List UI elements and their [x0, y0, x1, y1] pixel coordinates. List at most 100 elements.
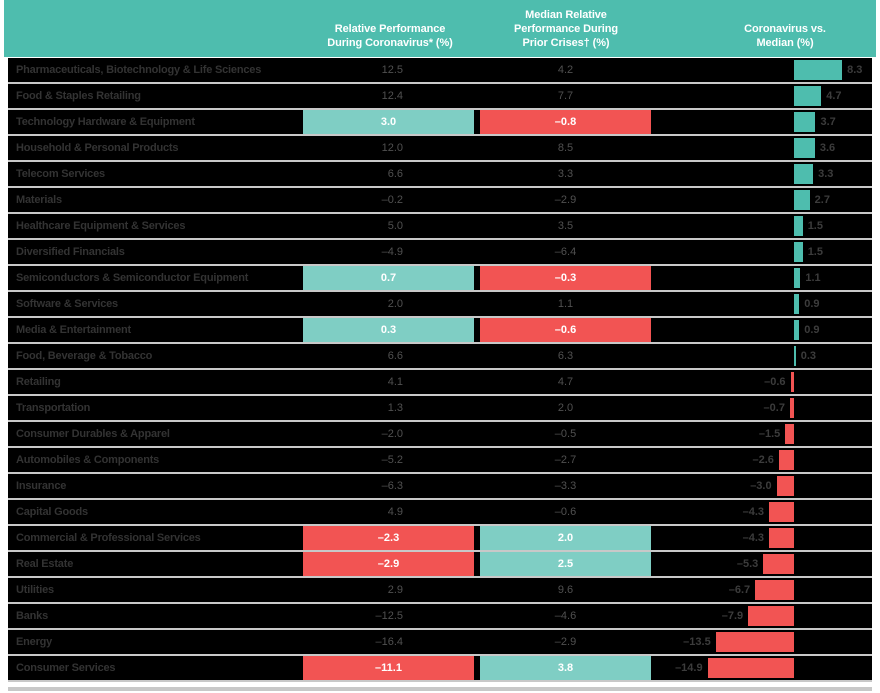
diff-bar — [794, 164, 814, 184]
median-prior-value: –0.6 — [554, 506, 577, 518]
coronavirus-value: –5.2 — [381, 454, 403, 466]
table-row: Automobiles & Components –5.2 –2.7 –2.6 — [8, 448, 872, 474]
sector-label: Retailing — [16, 376, 61, 388]
median-prior-value: 8.5 — [557, 142, 574, 154]
median-prior-value: –2.7 — [554, 454, 577, 466]
table-body: Pharmaceuticals, Biotechnology & Life Sc… — [8, 58, 872, 682]
diff-bar — [715, 632, 794, 652]
diff-value: –5.3 — [736, 558, 759, 570]
sector-label: Consumer Services — [16, 662, 116, 674]
column-header-median-prior-crises: Median Relative Performance During Prior… — [514, 8, 618, 49]
diff-value: 1.1 — [805, 272, 821, 284]
diff-value: –0.7 — [763, 402, 785, 414]
sector-label: Utilities — [16, 584, 54, 596]
bottom-strip — [8, 687, 872, 691]
diff-value: 1.5 — [807, 220, 823, 232]
diff-bar — [794, 112, 816, 132]
table-row: Banks –12.5 –4.6 –7.9 — [8, 604, 872, 630]
table-row: Capital Goods 4.9 –0.6 –4.3 — [8, 500, 872, 526]
diff-bar — [794, 190, 810, 210]
diff-bar — [785, 424, 794, 444]
median-prior-value: –0.6 — [480, 318, 651, 342]
sector-label: Household & Personal Products — [16, 142, 179, 154]
sector-label: Semiconductors & Semiconductor Equipment — [16, 272, 249, 284]
diff-value: –6.7 — [728, 584, 751, 596]
diff-value: 3.3 — [818, 168, 834, 180]
sector-label: Real Estate — [16, 558, 74, 570]
table-row: Retailing 4.1 4.7 –0.6 — [8, 370, 872, 396]
table-header: Relative Performance During Coronavirus*… — [4, 0, 876, 57]
median-prior-value: 6.3 — [557, 350, 574, 362]
coronavirus-value: 0.7 — [303, 266, 474, 290]
coronavirus-value: 2.9 — [387, 584, 403, 596]
diff-value: –4.3 — [742, 532, 765, 544]
diff-value: 3.7 — [820, 116, 836, 128]
diff-bar — [794, 294, 800, 314]
median-prior-value: 2.5 — [480, 552, 651, 576]
sector-label: Transportation — [16, 402, 91, 414]
sector-label: Diversified Financials — [16, 246, 125, 258]
coronavirus-value: 4.9 — [387, 506, 403, 518]
diff-value: –2.6 — [752, 454, 774, 466]
coronavirus-value: –0.2 — [381, 194, 403, 206]
sector-label: Healthcare Equipment & Services — [16, 220, 186, 232]
diff-value: 1.5 — [807, 246, 823, 258]
diff-bar — [794, 60, 843, 80]
coronavirus-value: 5.0 — [387, 220, 403, 232]
median-prior-value: –6.4 — [554, 246, 577, 258]
table-row: Telecom Services 6.6 3.3 3.3 — [8, 162, 872, 188]
median-prior-value: 3.3 — [557, 168, 574, 180]
diff-value: –1.5 — [758, 428, 781, 440]
table-row: Food, Beverage & Tobacco 6.6 6.3 0.3 — [8, 344, 872, 370]
coronavirus-value: –6.3 — [381, 480, 403, 492]
coronavirus-value: 1.3 — [387, 402, 403, 414]
diff-value: 0.9 — [804, 298, 820, 310]
diff-value: –3.0 — [750, 480, 772, 492]
sector-label: Telecom Services — [16, 168, 105, 180]
diff-value: 0.3 — [800, 350, 817, 362]
coronavirus-value: 4.1 — [387, 376, 403, 388]
diff-bar — [794, 86, 822, 106]
diff-value: 4.7 — [826, 90, 842, 102]
median-prior-value: –0.5 — [554, 428, 577, 440]
sector-label: Materials — [16, 194, 62, 206]
coronavirus-value: 12.5 — [381, 64, 403, 76]
diff-bar — [794, 242, 803, 262]
table-row: Pharmaceuticals, Biotechnology & Life Sc… — [8, 58, 872, 84]
coronavirus-value: 6.6 — [387, 350, 403, 362]
median-prior-value: –2.9 — [554, 636, 577, 648]
sector-label: Commercial & Professional Services — [16, 532, 201, 544]
diff-bar — [794, 138, 815, 158]
diff-bar — [776, 476, 794, 496]
coronavirus-value: 12.4 — [381, 90, 403, 102]
median-prior-value: –0.8 — [480, 110, 651, 134]
sector-label: Banks — [16, 610, 49, 622]
diff-bar — [790, 372, 794, 392]
sector-label: Insurance — [16, 480, 67, 492]
median-prior-value: –4.6 — [554, 610, 577, 622]
coronavirus-value: –2.0 — [381, 428, 403, 440]
table-row: Commercial & Professional Services –2.3 2.… — [8, 526, 872, 552]
diff-bar — [794, 320, 800, 340]
sector-label: Energy — [16, 636, 53, 648]
table-row: Household & Personal Products 12.0 8.5 3.6 — [8, 136, 872, 162]
median-prior-value: –3.3 — [554, 480, 577, 492]
coronavirus-value: –12.5 — [375, 610, 403, 622]
diff-bar — [778, 450, 794, 470]
median-prior-value: 4.2 — [557, 64, 574, 76]
median-prior-value: 2.0 — [557, 402, 574, 414]
diff-bar — [789, 398, 794, 418]
median-prior-value: 7.7 — [557, 90, 574, 102]
diff-bar — [707, 658, 794, 678]
sector-label: Capital Goods — [16, 506, 88, 518]
sector-label: Food & Staples Retailing — [16, 90, 141, 102]
table-row: Food & Staples Retailing 12.4 7.7 4.7 — [8, 84, 872, 110]
median-prior-value: 3.8 — [480, 656, 651, 680]
median-prior-value: 3.5 — [557, 220, 574, 232]
table-row: Materials –0.2 –2.9 2.7 — [8, 188, 872, 214]
sector-label: Software & Services — [16, 298, 118, 310]
sector-label: Automobiles & Components — [16, 454, 160, 466]
coronavirus-value: 12.0 — [381, 142, 403, 154]
diff-value: –7.9 — [721, 610, 744, 622]
diff-bar — [794, 346, 796, 366]
